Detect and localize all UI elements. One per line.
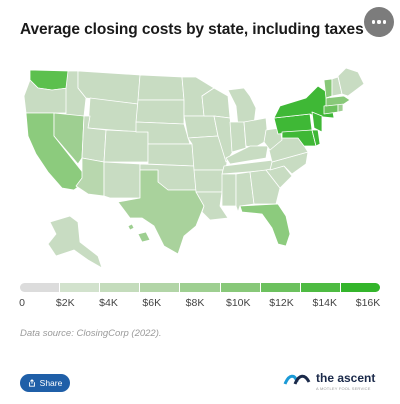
legend-segment <box>300 283 340 292</box>
state-north-dakota <box>137 74 185 101</box>
more-options-button[interactable] <box>364 7 394 37</box>
state-wyoming <box>87 97 139 133</box>
state-new-jersey <box>311 111 323 133</box>
state-colorado <box>103 129 149 163</box>
legend-bar <box>20 283 380 292</box>
legend-tick-label: $4K <box>99 297 118 309</box>
state-maine <box>337 67 365 97</box>
us-choropleth-map <box>18 66 388 278</box>
legend-tick-label: 0 <box>19 297 25 309</box>
state-texas <box>117 169 205 255</box>
state-iowa <box>183 115 219 139</box>
state-montana <box>77 70 141 105</box>
legend-tick-label: $14K <box>312 297 338 309</box>
legend-segment <box>60 283 100 292</box>
legend-segment <box>180 283 220 292</box>
state-kentucky <box>225 145 269 165</box>
legend-tick-label: $10K <box>225 297 251 309</box>
legend-tick-label: $8K <box>185 297 205 309</box>
state-michigan <box>227 87 257 127</box>
legend-segment <box>140 283 180 292</box>
legend-tick-label: $2K <box>55 297 75 309</box>
legend-tick-label: $12K <box>269 297 294 309</box>
legend-segment <box>20 283 60 292</box>
legend-segment <box>340 283 380 292</box>
share-button[interactable]: Share <box>20 374 70 392</box>
state-delaware <box>311 129 321 147</box>
brand-name: the ascent <box>316 371 376 385</box>
state-florida <box>239 203 291 247</box>
wave-logo-icon <box>283 374 311 385</box>
legend-tick-label: $6K <box>142 297 162 309</box>
state-arkansas <box>193 169 225 193</box>
chart-title: Average closing costs by state, includin… <box>20 21 364 38</box>
state-nevada <box>53 112 85 165</box>
legend-tick-label: $16K <box>355 297 381 309</box>
share-icon <box>28 379 35 387</box>
legend-segment <box>260 283 300 292</box>
state-rhode-island <box>337 103 344 113</box>
state-new-mexico <box>103 161 141 199</box>
legend-segment <box>100 283 140 292</box>
more-horizontal-icon <box>370 20 387 24</box>
state-massachusetts <box>325 95 351 107</box>
state-mississippi <box>221 173 237 207</box>
brand-logo[interactable]: the ascent A MOTLEY FOOL SERVICE <box>283 372 375 391</box>
state-ohio <box>243 117 269 149</box>
state-indiana <box>229 121 247 153</box>
data-source: Data source: ClosingCorp (2022). <box>20 328 162 339</box>
state-south-dakota <box>135 99 185 125</box>
brand-subtitle: A MOTLEY FOOL SERVICE <box>316 386 371 391</box>
state-new-york <box>273 85 335 119</box>
state-hawaii <box>127 223 151 243</box>
state-alaska <box>47 215 103 269</box>
share-label: Share <box>39 378 63 388</box>
state-kansas <box>147 143 195 167</box>
legend-segment <box>220 283 260 292</box>
